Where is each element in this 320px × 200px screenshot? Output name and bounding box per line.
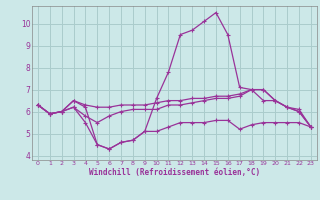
X-axis label: Windchill (Refroidissement éolien,°C): Windchill (Refroidissement éolien,°C) bbox=[89, 168, 260, 177]
